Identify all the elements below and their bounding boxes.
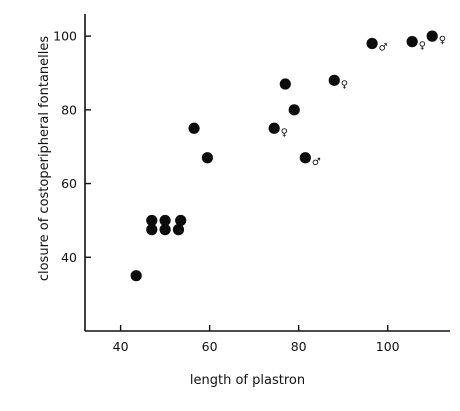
data-point — [426, 30, 438, 42]
y-tick-label: 100 — [53, 29, 77, 44]
data-point — [366, 37, 378, 50]
x-tick-label: 40 — [113, 339, 129, 354]
data-point — [146, 224, 158, 236]
sex-annotation: ♂ — [312, 157, 321, 168]
y-axis-label: closure of costoperipheral fontanelles — [37, 36, 52, 282]
sex-annotation: ♀ — [439, 35, 446, 46]
y-tick-label: 40 — [61, 250, 77, 265]
sex-annotation: ♀ — [419, 41, 426, 52]
data-point — [172, 224, 185, 236]
data-point — [288, 104, 300, 116]
sex-annotation: ♀ — [281, 127, 288, 138]
x-ticks: 40 60 80 100 — [113, 325, 400, 354]
sex-annotation: ♀ — [341, 79, 348, 90]
x-axis-label: length of plastron — [190, 373, 305, 388]
data-point — [175, 214, 187, 227]
data-point — [146, 214, 158, 227]
data-point — [406, 36, 418, 48]
data-point — [279, 78, 291, 90]
data-point — [188, 122, 200, 134]
data-point — [159, 224, 171, 236]
data-point — [268, 122, 280, 134]
y-ticks: 40 60 80 100 — [53, 29, 91, 265]
x-tick-label: 100 — [376, 339, 400, 354]
data-point — [130, 270, 142, 282]
data-points: ♀ ♂ ♀ ♂ ♀ ♀ — [130, 30, 446, 282]
data-point — [299, 152, 311, 164]
y-tick-label: 60 — [61, 176, 77, 191]
data-point — [328, 74, 340, 86]
axes — [84, 14, 450, 332]
x-tick-label: 80 — [291, 339, 307, 354]
data-point — [201, 152, 214, 164]
y-tick-label: 80 — [61, 102, 77, 117]
sex-annotation: ♂ — [379, 42, 388, 53]
data-point — [159, 214, 171, 227]
x-tick-label: 60 — [202, 339, 218, 354]
